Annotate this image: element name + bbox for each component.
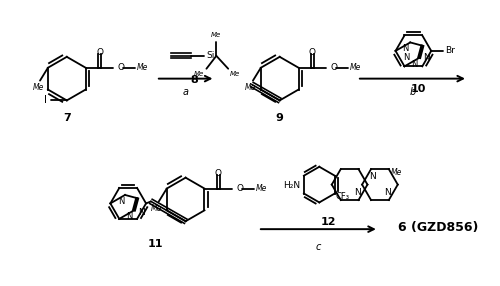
Text: Me: Me <box>137 63 148 72</box>
Text: O: O <box>236 184 243 193</box>
Text: 10: 10 <box>410 84 426 94</box>
Text: N: N <box>138 208 145 217</box>
Text: 12: 12 <box>320 217 336 227</box>
Text: H₂N: H₂N <box>283 181 300 190</box>
Text: CF₃: CF₃ <box>336 192 349 201</box>
Text: Me: Me <box>194 71 204 77</box>
Text: O: O <box>309 48 316 57</box>
Text: a: a <box>182 88 188 98</box>
Text: Br: Br <box>445 46 455 55</box>
Text: Me: Me <box>151 204 162 213</box>
Text: N: N <box>403 53 409 62</box>
Text: c: c <box>316 242 321 252</box>
Text: Me: Me <box>256 184 268 193</box>
Text: 9: 9 <box>276 113 283 123</box>
Text: N: N <box>126 212 133 221</box>
Text: O: O <box>330 63 338 72</box>
Text: O: O <box>118 63 124 72</box>
Text: Me: Me <box>246 83 256 92</box>
Text: N: N <box>402 44 408 53</box>
Text: Me: Me <box>350 63 362 72</box>
Text: Me: Me <box>32 83 44 92</box>
Text: Si: Si <box>206 51 215 60</box>
Text: N: N <box>368 172 376 181</box>
Text: N: N <box>118 197 124 206</box>
Text: Me: Me <box>391 168 402 177</box>
Text: O: O <box>215 169 222 178</box>
Text: O: O <box>96 48 103 57</box>
Text: N: N <box>384 188 391 197</box>
Text: N: N <box>354 188 361 197</box>
Text: 7: 7 <box>63 113 70 123</box>
Text: 11: 11 <box>148 239 164 249</box>
Text: 8: 8 <box>190 75 198 85</box>
Text: Me: Me <box>230 71 240 77</box>
Text: 6 (GZD856): 6 (GZD856) <box>398 221 478 234</box>
Text: I: I <box>44 96 47 106</box>
Text: Me: Me <box>211 32 222 38</box>
Text: N: N <box>424 53 430 62</box>
Text: N: N <box>411 60 417 69</box>
Text: b: b <box>410 88 416 98</box>
